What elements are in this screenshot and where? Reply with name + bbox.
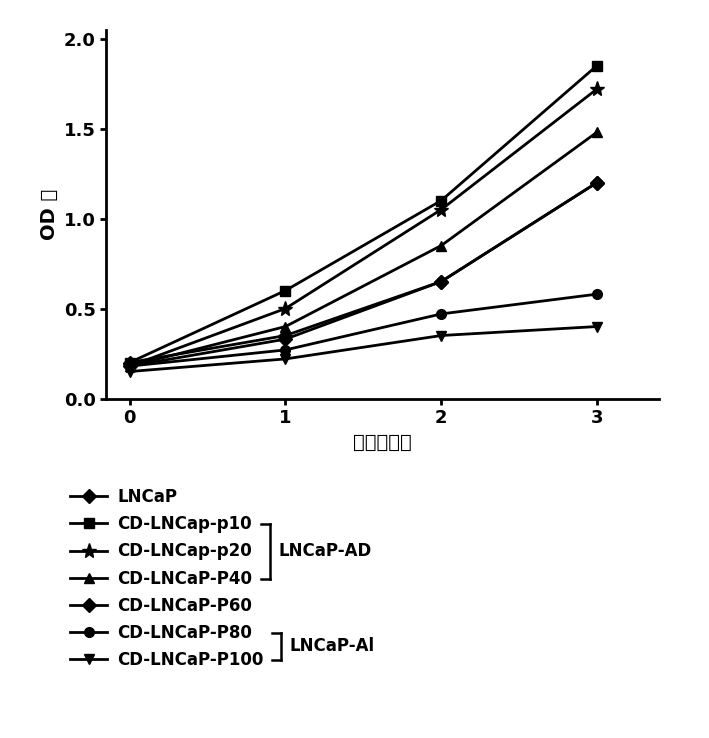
- LNCaP: [593, 178, 601, 187]
- LNCaP: [125, 358, 134, 367]
- Line: CD-LNCaP-P80: CD-LNCaP-P80: [125, 289, 602, 371]
- CD-LNCaP-P40: [125, 362, 134, 370]
- Line: CD-LNCaP-P40: CD-LNCaP-P40: [125, 127, 602, 371]
- CD-LNCaP-P60: [593, 178, 601, 187]
- CD-LNCap-p20: [593, 84, 601, 93]
- Text: LNCaP-Al: LNCaP-Al: [290, 638, 375, 655]
- CD-LNCap-p20: [437, 205, 445, 214]
- Line: LNCaP: LNCaP: [125, 178, 602, 368]
- CD-LNCap-p10: [437, 196, 445, 205]
- LNCaP: [437, 277, 445, 286]
- X-axis label: 时间（天）: 时间（天）: [354, 432, 412, 452]
- CD-LNCaP-P60: [125, 362, 134, 370]
- Y-axis label: OD 値: OD 値: [40, 188, 59, 240]
- CD-LNCaP-P100: [437, 331, 445, 340]
- CD-LNCaP-P80: [125, 362, 134, 370]
- CD-LNCaP-P60: [437, 277, 445, 286]
- Line: CD-LNCaP-P60: CD-LNCaP-P60: [125, 178, 602, 371]
- CD-LNCaP-P80: [437, 309, 445, 318]
- CD-LNCaP-P40: [437, 241, 445, 250]
- CD-LNCap-p20: [281, 304, 290, 313]
- CD-LNCaP-P40: [281, 322, 290, 331]
- CD-LNCap-p20: [125, 362, 134, 370]
- LNCaP: [281, 331, 290, 340]
- CD-LNCaP-P100: [593, 322, 601, 331]
- Line: CD-LNCap-p10: CD-LNCap-p10: [125, 61, 602, 368]
- Text: LNCaP-AD: LNCaP-AD: [279, 542, 372, 560]
- CD-LNCaP-P40: [593, 128, 601, 137]
- Line: CD-LNCap-p20: CD-LNCap-p20: [122, 81, 605, 373]
- Legend: LNCaP, CD-LNCap-p10, CD-LNCap-p20, CD-LNCaP-P40, CD-LNCaP-P60, CD-LNCaP-P80, CD-: LNCaP, CD-LNCap-p10, CD-LNCap-p20, CD-LN…: [70, 488, 264, 669]
- CD-LNCap-p10: [125, 358, 134, 367]
- CD-LNCap-p10: [281, 286, 290, 295]
- CD-LNCap-p10: [593, 61, 601, 70]
- Line: CD-LNCaP-P100: CD-LNCaP-P100: [125, 322, 602, 376]
- CD-LNCaP-P80: [593, 290, 601, 299]
- CD-LNCaP-P100: [281, 354, 290, 363]
- CD-LNCaP-P100: [125, 367, 134, 376]
- CD-LNCaP-P80: [281, 345, 290, 354]
- CD-LNCaP-P60: [281, 335, 290, 344]
